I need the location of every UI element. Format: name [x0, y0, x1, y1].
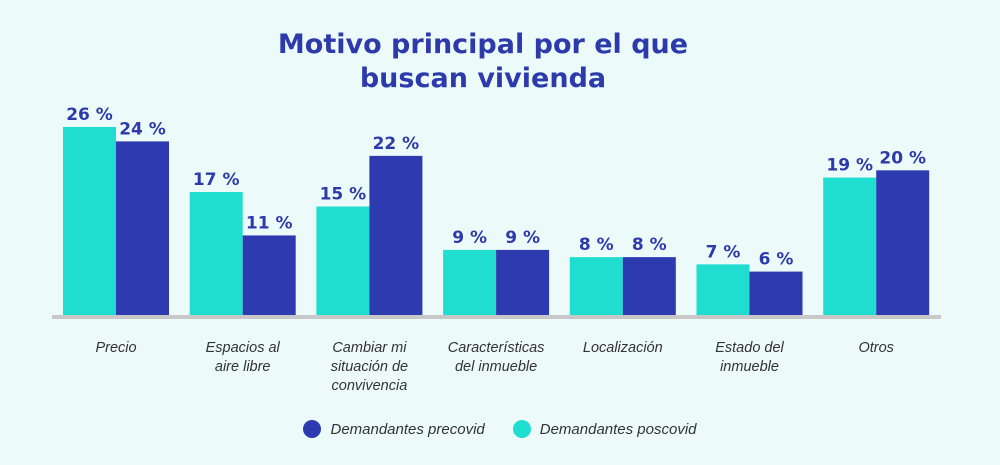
- data-label-precovid-4: 8 %: [632, 235, 667, 255]
- data-label-poscovid-4: 8 %: [579, 235, 614, 255]
- category-label-2: Cambiar mi situación de convivencia: [331, 340, 408, 394]
- bar-poscovid-5: [696, 264, 750, 315]
- data-label-poscovid-6: 19 %: [826, 156, 873, 176]
- data-label-poscovid-5: 7 %: [706, 242, 741, 262]
- bar-precovid-4: [622, 257, 676, 315]
- bar-precovid-6: [876, 170, 930, 315]
- legend-item-precovid: Demandantes precovid: [303, 420, 485, 438]
- data-label-precovid-0: 24 %: [119, 119, 166, 139]
- data-label-precovid-1: 11 %: [246, 213, 293, 233]
- legend-swatch-poscovid: [512, 420, 531, 438]
- bar-precovid-3: [496, 249, 550, 315]
- bar-poscovid-4: [569, 257, 623, 315]
- category-label-line: inmueble: [720, 359, 779, 375]
- category-label-line: Cambiar mi: [332, 340, 407, 356]
- data-label-precovid-3: 9 %: [505, 228, 540, 248]
- category-label-line: del inmueble: [455, 359, 537, 375]
- bar-poscovid-6: [823, 177, 877, 315]
- category-label-4: Localización: [583, 340, 663, 356]
- bar-poscovid-3: [443, 249, 497, 315]
- category-label-5: Estado del inmueble: [715, 340, 784, 375]
- bar-poscovid-0: [63, 126, 116, 315]
- category-label-line: Características: [448, 340, 545, 356]
- bar-poscovid-1: [189, 192, 243, 315]
- legend-item-poscovid: Demandantes poscovid: [512, 420, 697, 438]
- category-label-line: convivencia: [332, 378, 408, 394]
- legend: Demandantes precovid Demandantes poscovi…: [0, 420, 1000, 438]
- category-label-line: Estado del: [715, 340, 784, 356]
- bar-precovid-1: [242, 235, 296, 315]
- chart-title-line-1: Motivo principal por el que: [277, 29, 689, 60]
- category-label-line: Espacios al: [206, 340, 281, 356]
- bar-precovid-5: [749, 271, 803, 315]
- chart-title: Motivo principal por el que buscan vivie…: [0, 28, 966, 96]
- category-label-line: Localización: [583, 340, 663, 356]
- legend-label-precovid: Demandantes precovid: [330, 420, 485, 438]
- data-label-poscovid-3: 9 %: [452, 228, 487, 248]
- legend-label-poscovid: Demandantes poscovid: [539, 420, 697, 438]
- category-label-line: Precio: [95, 340, 136, 356]
- data-label-poscovid-0: 26 %: [66, 105, 113, 125]
- data-label-poscovid-1: 17 %: [193, 170, 240, 190]
- category-label-line: Otros: [858, 340, 893, 356]
- data-label-precovid-5: 6 %: [759, 250, 794, 270]
- data-label-poscovid-2: 15 %: [320, 185, 367, 205]
- legend-swatch-precovid: [303, 420, 322, 438]
- bar-precovid-2: [369, 155, 423, 315]
- category-label-line: aire libre: [215, 359, 271, 375]
- category-label-0: Precio: [95, 340, 136, 356]
- bar-poscovid-2: [316, 206, 370, 315]
- data-label-precovid-2: 22 %: [373, 134, 420, 154]
- category-label-1: Espacios al aire libre: [206, 340, 281, 375]
- chart-title-line-2: buscan vivienda: [359, 63, 607, 94]
- category-label-line: situación de: [331, 359, 408, 375]
- bar-precovid-0: [116, 141, 169, 315]
- data-label-precovid-6: 20 %: [879, 148, 926, 168]
- category-label-6: Otros: [858, 340, 893, 356]
- category-label-3: Características del inmueble: [448, 340, 545, 375]
